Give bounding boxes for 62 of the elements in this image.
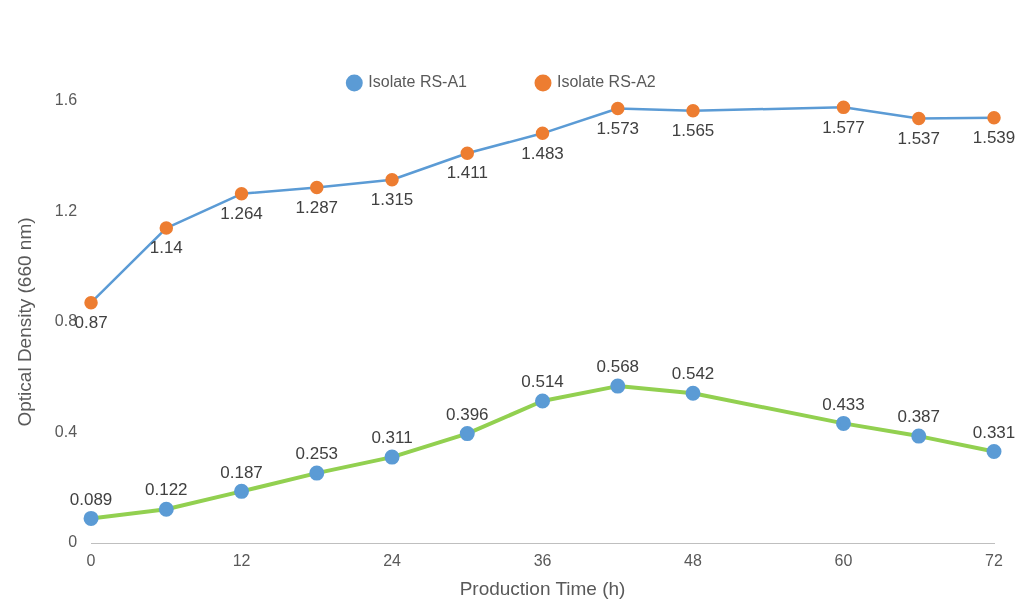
data-label: 1.577: [822, 117, 865, 137]
data-label: 1.573: [596, 118, 640, 138]
point: [460, 146, 475, 160]
data-label: 0.433: [822, 394, 865, 414]
point: [384, 449, 400, 465]
point: [158, 501, 174, 517]
data-label: 0.387: [897, 407, 941, 427]
x-tick-label: 24: [383, 552, 402, 570]
legend-label: Isolate RS-A2: [557, 73, 656, 91]
data-label: 1.483: [521, 143, 564, 163]
point: [912, 111, 926, 126]
y-tick-label: 0.4: [54, 422, 78, 440]
point: [911, 428, 927, 444]
point: [610, 378, 626, 394]
data-label: 1.287: [295, 197, 339, 217]
point: [986, 444, 1002, 460]
point: [535, 393, 551, 409]
x-tick-label: 60: [834, 552, 853, 570]
point: [611, 101, 625, 116]
data-label: 1.411: [446, 163, 488, 183]
data-label: 1.315: [370, 189, 414, 209]
data-label: 0.253: [295, 444, 339, 464]
point: [685, 385, 701, 401]
data-label: 1.537: [897, 128, 941, 148]
data-label: 1.264: [220, 204, 263, 224]
y-tick-label: 1.2: [54, 201, 78, 219]
data-label: 0.311: [371, 428, 413, 448]
data-label: 0.514: [521, 372, 564, 392]
data-label: 1.14: [149, 238, 183, 258]
point: [83, 510, 99, 526]
y-axis-title: Optical Density (660 nm): [13, 217, 35, 427]
data-label: 0.396: [446, 404, 489, 424]
point: [234, 483, 250, 499]
data-label: 0.331: [972, 422, 1016, 442]
point: [535, 126, 550, 141]
point: [234, 187, 249, 201]
data-label: 0.568: [596, 357, 640, 377]
point: [309, 465, 325, 481]
legend-label: Isolate RS-A1: [368, 73, 468, 91]
point: [686, 103, 700, 118]
point: [836, 100, 851, 115]
x-tick-label: 48: [684, 552, 703, 570]
x-tick-label: 12: [232, 552, 251, 570]
point: [84, 295, 98, 310]
point: [310, 180, 324, 195]
data-label: 0.542: [671, 364, 715, 384]
y-tick-label: 1.6: [54, 91, 78, 109]
y-tick-label: 0: [68, 533, 78, 551]
x-tick-label: 72: [985, 552, 1003, 570]
x-tick-label: 36: [533, 552, 552, 570]
point: [159, 221, 174, 235]
point: [385, 172, 399, 187]
data-label: 0.187: [220, 462, 263, 482]
data-label: 1.565: [671, 120, 715, 140]
data-label: 0.122: [145, 480, 188, 500]
data-label: 0.089: [69, 489, 113, 509]
point: [459, 426, 475, 442]
x-tick-label: 0: [86, 552, 96, 570]
point: [987, 111, 1001, 125]
data-label: 1.539: [972, 128, 1016, 148]
x-axis-title: Production Time (h): [459, 577, 626, 599]
point: [836, 415, 852, 431]
